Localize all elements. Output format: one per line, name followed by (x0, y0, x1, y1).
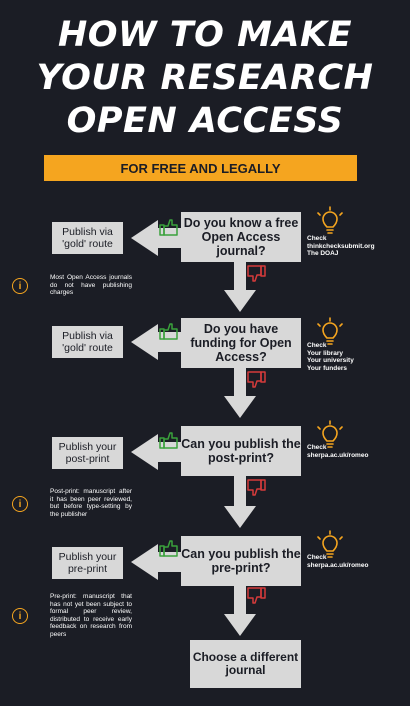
lightbulb-icon (317, 420, 343, 448)
thumbs-up-icon (159, 432, 178, 449)
check-note-3: Check sherpa.ac.uk/romeo (307, 444, 369, 459)
question-box-1: Do you know a free Open Access journal? (181, 212, 301, 262)
check-note-1: Check thinkchecksubmit.org The DOAJ (307, 235, 375, 257)
info-icon: i (12, 496, 28, 512)
no-arrow-2 (224, 366, 256, 418)
question-box-3: Can you publish the post-print? (181, 426, 301, 476)
info-note-1: Most Open Access journals do not have pu… (50, 274, 132, 296)
no-arrow-4 (224, 586, 256, 636)
thumbs-down-icon (247, 479, 266, 496)
thumbs-up-icon (159, 219, 178, 236)
thumbs-up-icon (159, 540, 178, 557)
yes-arrow-4 (131, 544, 181, 580)
info-note-3: Post-print: manuscript after it has been… (50, 488, 132, 518)
question-box-4: Can you publish the pre-print? (181, 536, 301, 586)
yes-arrow-3 (131, 434, 181, 470)
thumbs-up-icon (159, 323, 178, 340)
info-note-4: Pre-print: manuscript that has not yet b… (50, 593, 132, 638)
action-box-2: Publish via 'gold' route (52, 326, 123, 358)
lightbulb-icon (317, 206, 343, 234)
lightbulb-icon (317, 530, 343, 558)
yes-arrow-2 (131, 324, 181, 360)
no-arrow-1 (224, 262, 256, 312)
action-box-1: Publish via 'gold' route (52, 222, 123, 254)
check-note-2: Check Your library Your university Your … (307, 342, 354, 372)
question-box-2: Do you have funding for Open Access? (181, 318, 301, 368)
thumbs-down-icon (247, 371, 266, 388)
yes-arrow-1 (131, 220, 181, 256)
thumbs-down-icon (247, 265, 266, 282)
action-box-3: Publish your post-print (52, 437, 123, 469)
subtitle-banner: FOR FREE AND LEGALLY (44, 155, 357, 181)
page-title: HOW TO MAKE YOUR RESEARCH OPEN ACCESS (0, 14, 410, 143)
thumbs-down-icon (247, 587, 266, 604)
title-line-2: YOUR RESEARCH (36, 58, 374, 98)
info-icon: i (12, 278, 28, 294)
final-box: Choose a different journal (190, 640, 301, 688)
check-note-4: Check sherpa.ac.uk/romeo (307, 554, 369, 569)
title-line-3: OPEN ACCESS (66, 101, 344, 141)
info-icon: i (12, 608, 28, 624)
action-box-4: Publish your pre-print (52, 547, 123, 579)
lightbulb-icon (317, 317, 343, 345)
no-arrow-3 (224, 476, 256, 528)
title-line-1: HOW TO MAKE (57, 15, 353, 55)
